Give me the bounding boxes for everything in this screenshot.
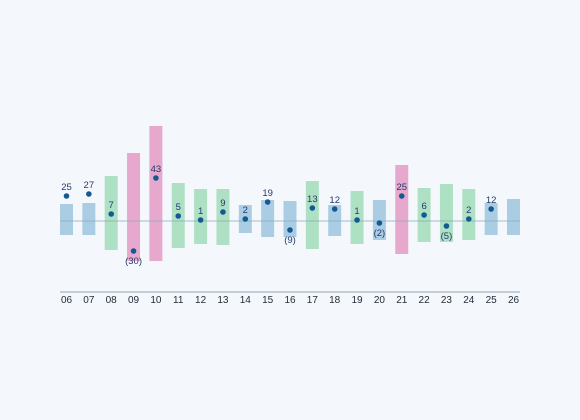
range-bar-17 xyxy=(305,181,319,249)
range-bar-24 xyxy=(462,189,476,240)
data-label-06: 25 xyxy=(61,182,72,193)
marker-23 xyxy=(443,223,450,229)
x-tick-14: 14 xyxy=(240,295,252,306)
range-bar-26 xyxy=(507,199,520,235)
x-tick-22: 22 xyxy=(419,295,431,306)
marker-20 xyxy=(376,220,383,226)
marker-09 xyxy=(130,248,137,254)
x-tick-09: 09 xyxy=(128,295,140,306)
x-tick-07: 07 xyxy=(83,295,95,306)
data-label-07: 27 xyxy=(84,180,95,191)
range-bar-09 xyxy=(127,153,141,261)
range-bar-18 xyxy=(328,205,342,236)
data-label-18: 12 xyxy=(329,195,340,206)
x-tick-06: 06 xyxy=(61,295,73,306)
marker-14 xyxy=(242,216,249,222)
x-tick-13: 13 xyxy=(217,295,229,306)
data-label-10: 43 xyxy=(151,164,162,175)
x-tick-19: 19 xyxy=(351,295,363,306)
x-tick-25: 25 xyxy=(486,295,498,306)
data-label-23: (5) xyxy=(441,231,453,242)
marker-15 xyxy=(264,199,271,205)
marker-22 xyxy=(421,212,427,218)
x-tick-26: 26 xyxy=(508,295,520,306)
data-label-19: 1 xyxy=(354,206,359,217)
data-label-12: 1 xyxy=(198,206,203,217)
range-bar-21 xyxy=(395,165,409,254)
range-bar-25 xyxy=(484,203,498,235)
marker-17 xyxy=(309,205,316,211)
marker-07 xyxy=(86,191,92,197)
data-label-24: 2 xyxy=(466,205,471,216)
range-bar-16 xyxy=(283,201,297,237)
markers xyxy=(63,175,494,254)
data-label-25: 12 xyxy=(486,195,497,206)
marker-19 xyxy=(354,217,360,223)
data-label-09: (30) xyxy=(125,256,142,267)
marker-18 xyxy=(331,206,338,212)
range-bar-07 xyxy=(82,203,96,235)
data-label-11: 5 xyxy=(176,202,181,213)
marker-10 xyxy=(153,175,159,181)
data-label-17: 13 xyxy=(307,194,318,205)
marker-16 xyxy=(287,227,293,233)
range-bar-20 xyxy=(372,200,386,240)
x-tick-18: 18 xyxy=(329,295,341,306)
marker-11 xyxy=(175,213,182,219)
range-bar-23 xyxy=(439,184,453,242)
marker-25 xyxy=(488,206,494,212)
x-tick-20: 20 xyxy=(374,295,386,306)
range-bar-10 xyxy=(149,126,163,261)
x-tick-16: 16 xyxy=(284,295,296,306)
x-tick-24: 24 xyxy=(463,295,475,306)
data-label-15: 19 xyxy=(262,188,273,199)
data-label-13: 9 xyxy=(220,198,225,209)
x-tick-17: 17 xyxy=(307,295,319,306)
x-tick-12: 12 xyxy=(195,295,207,306)
marker-21 xyxy=(398,193,405,199)
x-tick-08: 08 xyxy=(106,295,118,306)
marker-13 xyxy=(220,209,226,215)
marker-06 xyxy=(63,193,70,199)
range-bar-06 xyxy=(60,204,73,235)
x-tick-23: 23 xyxy=(441,295,453,306)
x-tick-15: 15 xyxy=(262,295,274,306)
range-bar-15 xyxy=(261,200,275,237)
range-bar-12 xyxy=(194,189,208,244)
range-bar-13 xyxy=(216,189,230,245)
data-label-21: 25 xyxy=(396,182,407,193)
x-tick-10: 10 xyxy=(150,295,162,306)
data-label-22: 6 xyxy=(421,201,426,212)
data-label-14: 2 xyxy=(243,205,248,216)
data-label-08: 7 xyxy=(109,200,114,211)
data-label-16: (9) xyxy=(284,235,296,246)
range-bars xyxy=(60,126,520,261)
x-tick-11: 11 xyxy=(173,295,184,306)
data-label-20: (2) xyxy=(374,228,386,239)
x-tick-21: 21 xyxy=(396,295,408,306)
x-tick-labels: 06 07 08 09 10 11 12 13 14 15 16 17 18 19 20 21 22 23 24 25… xyxy=(61,295,520,306)
marker-08 xyxy=(108,211,114,217)
marker-24 xyxy=(466,216,472,222)
marker-12 xyxy=(197,217,204,223)
